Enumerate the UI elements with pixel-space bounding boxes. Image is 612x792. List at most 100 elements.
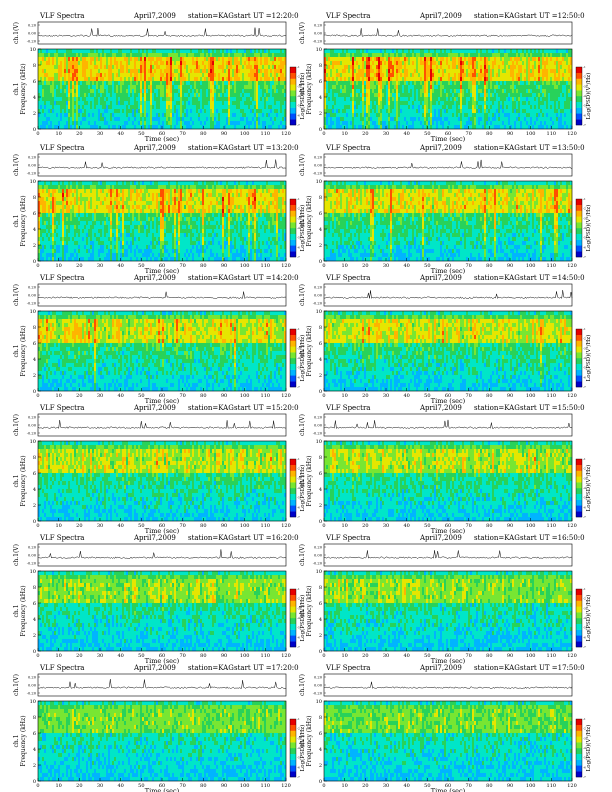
spectrogram-cell	[78, 69, 80, 73]
spectrogram-cell	[166, 121, 168, 125]
spectrogram-cell	[112, 69, 114, 73]
spectrogram-cell	[206, 101, 208, 105]
spectrogram-cell	[230, 77, 232, 81]
spectrogram-cell	[338, 109, 340, 113]
spectrogram-cell	[108, 69, 110, 73]
spectrogram-cell	[340, 109, 342, 113]
spectrogram-cell	[94, 93, 96, 97]
spectrogram-cell	[208, 57, 210, 61]
spectrogram-cell	[218, 97, 220, 101]
spectrogram-cell	[456, 93, 458, 97]
spectrogram-cell	[86, 73, 88, 77]
spectrogram-cell	[238, 85, 240, 89]
spectrogram-cell	[468, 117, 470, 121]
spectrogram-cell	[486, 81, 488, 85]
spectrogram-cell	[264, 53, 266, 57]
spectrogram-cell	[50, 61, 52, 65]
spectrogram-cell	[114, 57, 116, 61]
spectrogram-cell	[120, 61, 122, 65]
spectrogram-cell	[160, 109, 162, 113]
spectrogram-cell	[74, 53, 76, 57]
spectrogram-cell	[258, 81, 260, 85]
spectrogram-cell	[390, 105, 392, 109]
spectrogram-cell	[482, 73, 484, 77]
spectrogram-cell	[50, 101, 52, 105]
spectrogram-cell	[420, 65, 422, 69]
spectrogram-cell	[208, 73, 210, 77]
spectrogram-cell	[344, 85, 346, 89]
spectrogram-cell	[194, 93, 196, 97]
spectrogram-cell	[52, 117, 54, 121]
spectrogram-cell	[234, 49, 236, 53]
spectrogram-cell	[136, 113, 138, 117]
panel-start-time: start UT =12:50:0	[520, 12, 585, 20]
spectrogram-cell	[54, 89, 56, 93]
spectrogram-cell	[88, 105, 90, 109]
spectrogram-cell	[404, 97, 406, 101]
spectrogram-cell	[102, 117, 104, 121]
spectrogram-cell	[348, 97, 350, 101]
spectrogram-cell	[200, 49, 202, 53]
time-tick-label: 110	[261, 131, 271, 137]
spectrogram-cell	[440, 89, 442, 93]
spectrogram-cell	[264, 117, 266, 121]
colorbar-segment	[290, 67, 296, 73]
spectrogram-cell	[248, 89, 250, 93]
spectrogram-cell	[328, 61, 330, 65]
spectrogram-cell	[68, 53, 70, 57]
spectrogram-cell	[408, 117, 410, 121]
spectrogram-cell	[86, 49, 88, 53]
spectrogram-cell	[204, 85, 206, 89]
spectrogram-cell	[394, 97, 396, 101]
spectrogram-cell	[198, 53, 200, 57]
spectrogram-cell	[392, 89, 394, 93]
spectrogram-cell	[454, 65, 456, 69]
spectrogram-cell	[326, 125, 328, 129]
spectrogram-cell	[136, 89, 138, 93]
spectrogram-cell	[198, 121, 200, 125]
spectrogram-cell	[330, 61, 332, 65]
spectrogram-cell	[140, 53, 142, 57]
spectrogram-cell	[346, 109, 348, 113]
spectrogram-cell	[482, 53, 484, 57]
spectrogram-cell	[448, 85, 450, 89]
time-tick-label: 10	[55, 131, 61, 137]
spectrogram-cell	[442, 73, 444, 77]
spectrogram-cell	[476, 105, 478, 109]
spectrogram-cell	[366, 113, 368, 117]
spectrogram-cell	[140, 89, 142, 93]
spectrogram-cell	[410, 89, 412, 93]
spectrogram-cell	[394, 113, 396, 117]
spectrogram-cell	[82, 61, 84, 65]
spectrogram-cell	[462, 109, 464, 113]
spectrogram-cell	[242, 49, 244, 53]
spectrogram-cell	[240, 65, 242, 69]
spectrogram-cell	[206, 97, 208, 101]
spectrogram-cell	[282, 109, 284, 113]
spectrogram-cell	[436, 77, 438, 81]
spectrogram-cell	[358, 81, 360, 85]
spectrogram-cell	[422, 105, 424, 109]
spectrogram-cell	[430, 93, 432, 97]
spectrogram-cell	[210, 109, 212, 113]
spectrogram-cell	[398, 101, 400, 105]
spectrogram-cell	[220, 85, 222, 89]
spectrogram-cell	[80, 93, 82, 97]
spectrogram-cell	[474, 125, 476, 129]
spectrogram-cell	[364, 85, 366, 89]
spectrogram-cell	[396, 121, 398, 125]
spectrogram-cell	[460, 105, 462, 109]
spectrogram-cell	[474, 93, 476, 97]
spectrogram-cell	[272, 125, 274, 129]
spectrogram-cell	[92, 53, 94, 57]
spectrogram-cell	[478, 57, 480, 61]
spectrogram-cell	[360, 97, 362, 101]
spectrogram-cell	[354, 85, 356, 89]
spectrogram-cell	[370, 81, 372, 85]
spectrogram-cell	[350, 57, 352, 61]
spectrogram-cell	[248, 65, 250, 69]
spectrogram-cell	[392, 77, 394, 81]
spectrogram-cell	[66, 109, 68, 113]
spectrogram-cell	[384, 81, 386, 85]
spectrogram-cell	[52, 89, 54, 93]
